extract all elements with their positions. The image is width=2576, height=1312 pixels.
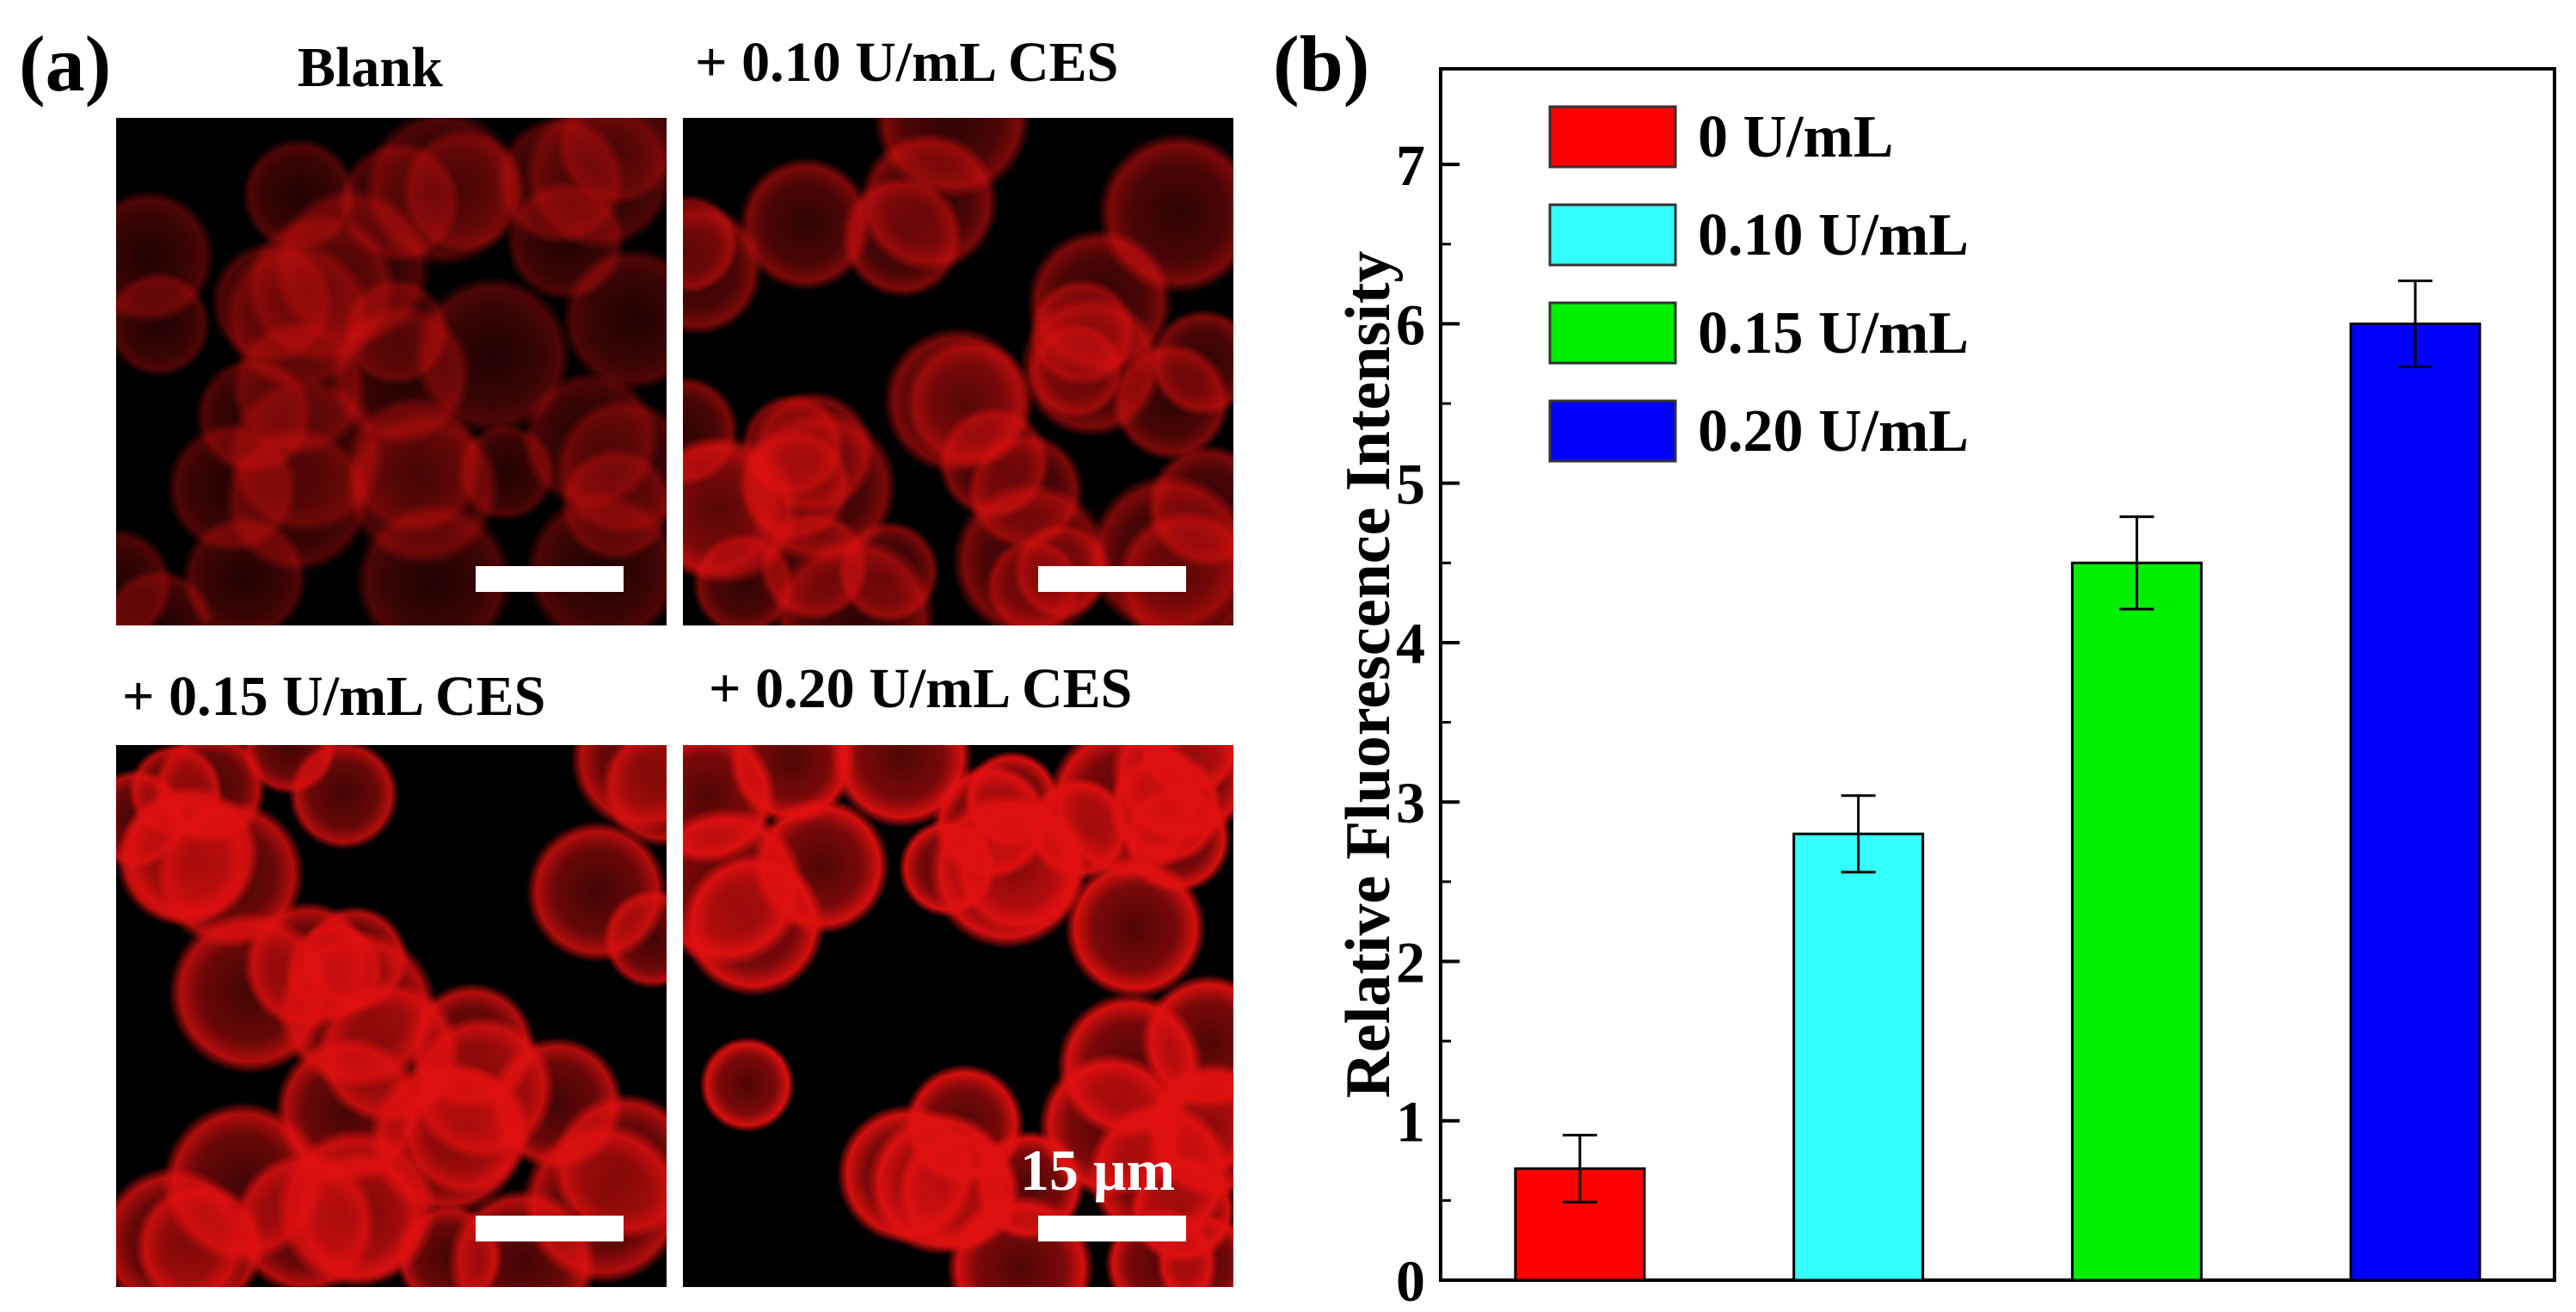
cell [116, 1166, 249, 1287]
cell [116, 271, 212, 378]
bar-chart: 0 1 2 3 4 5 6 7 Relative Fluorescence Intensity 0… [1342, 67, 2556, 1312]
y-tick-label: 7 [1396, 132, 1425, 198]
micrograph-010 [683, 118, 1233, 625]
y-tick-label: 3 [1396, 770, 1425, 835]
cell [301, 905, 409, 1013]
image-title-blank: Blank [298, 36, 443, 99]
image-title-010: + 0.10 U/mL CES [695, 31, 1119, 94]
scale-bar-blank [476, 566, 624, 592]
micrograph-020 [683, 745, 1233, 1287]
cell [223, 242, 373, 391]
y-tick-label: 0 [1396, 1248, 1425, 1312]
y-tick-label: 1 [1396, 1089, 1425, 1155]
plot-frame [1439, 67, 2556, 1282]
panel-a-label: (a) [19, 20, 112, 108]
y-tick-label: 2 [1396, 929, 1425, 995]
y-tick-label: 6 [1396, 292, 1425, 357]
legend-swatch [1548, 301, 1677, 365]
bar-2 [2070, 561, 2203, 1282]
micrograph-015 [116, 745, 667, 1287]
legend-label: 0 U/mL [1698, 104, 1894, 170]
bar-1 [1792, 832, 1925, 1282]
image-title-015: + 0.15 U/mL CES [122, 665, 546, 728]
y-axis-label: Relative Fluorescence Intensity [1342, 250, 1404, 1098]
cell [116, 569, 214, 625]
cell [905, 338, 1036, 468]
legend-label: 0.20 U/mL [1698, 398, 1969, 465]
cell [1026, 228, 1173, 375]
y-tick-label: 5 [1396, 452, 1425, 517]
cell [293, 1150, 427, 1284]
y-tick-label: 4 [1396, 611, 1425, 676]
bar-3 [2349, 322, 2481, 1282]
cell [1027, 777, 1131, 881]
cell [363, 118, 522, 268]
cell [155, 799, 305, 949]
panel-b-label: (b) [1273, 20, 1370, 108]
legend-swatch [1548, 105, 1677, 169]
cell [559, 447, 667, 562]
cell [1149, 308, 1233, 416]
cell [1144, 1063, 1233, 1199]
scale-bar-020 [1038, 1216, 1186, 1241]
micrograph-blank [116, 118, 667, 625]
cell [903, 1063, 1025, 1186]
cell [739, 157, 873, 291]
cell [526, 821, 667, 963]
legend-swatch [1548, 399, 1677, 463]
legend-label: 0.15 U/mL [1698, 300, 1969, 366]
cell [683, 203, 764, 336]
cell [601, 745, 667, 847]
cell [683, 745, 777, 865]
cell [683, 434, 801, 586]
cell [898, 818, 997, 918]
scale-bar-015 [476, 1216, 624, 1241]
scale-bar-label: 15 μm [1020, 1137, 1176, 1203]
legend-label: 0.10 U/mL [1698, 202, 1969, 268]
cell [181, 514, 308, 625]
legend-swatch [1548, 203, 1677, 267]
cell [523, 118, 667, 250]
cell [562, 247, 667, 391]
scale-bar-010 [1038, 566, 1186, 592]
cell [400, 1064, 532, 1197]
cell [772, 536, 937, 625]
cell [699, 1037, 796, 1133]
cell [858, 132, 999, 273]
cell [288, 745, 399, 850]
image-title-020: + 0.20 U/mL CES [709, 657, 1133, 720]
